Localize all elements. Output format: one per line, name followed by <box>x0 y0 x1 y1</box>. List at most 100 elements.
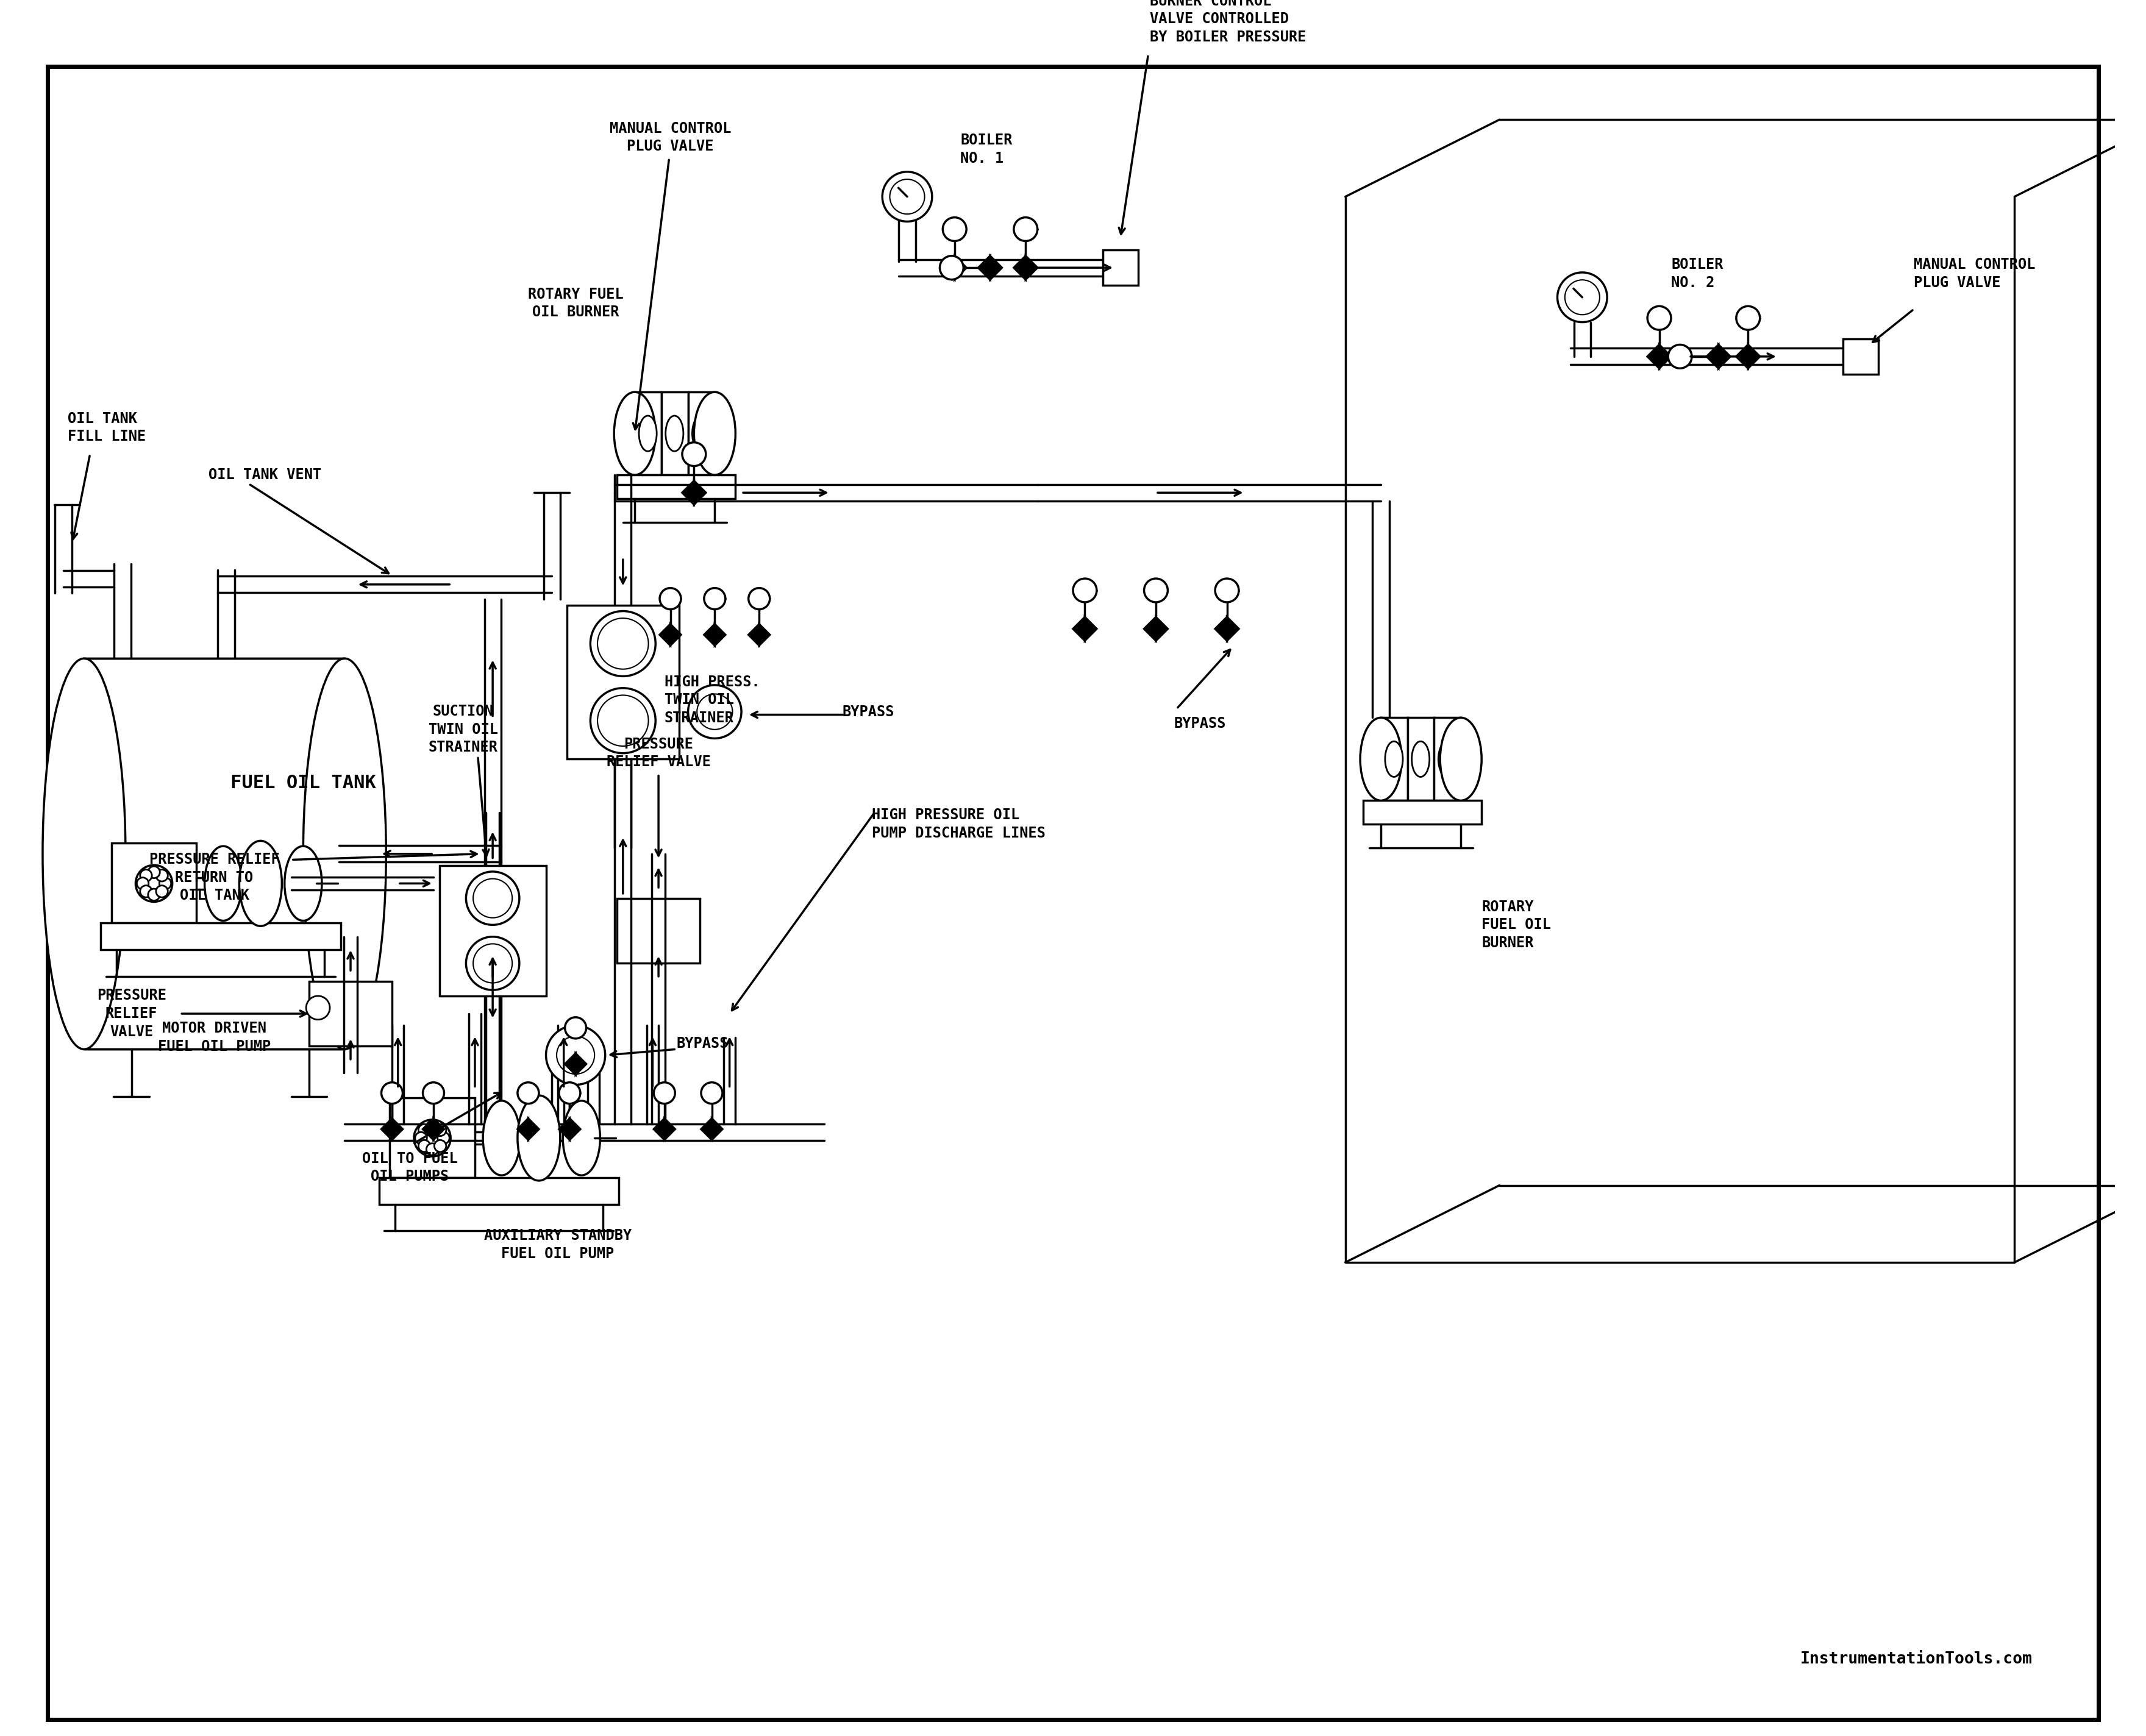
Circle shape <box>307 996 330 1019</box>
Polygon shape <box>942 255 955 279</box>
Polygon shape <box>382 1118 393 1141</box>
Circle shape <box>1648 306 1672 330</box>
Bar <box>84 658 346 1049</box>
Ellipse shape <box>43 658 127 1049</box>
Text: PRESSURE
RELIEF
VALVE: PRESSURE RELIEF VALVE <box>97 988 165 1040</box>
Ellipse shape <box>1361 717 1401 800</box>
Polygon shape <box>1013 255 1026 279</box>
Polygon shape <box>955 255 966 279</box>
Polygon shape <box>1073 616 1086 641</box>
Circle shape <box>418 1125 429 1135</box>
Bar <box>1408 717 1434 800</box>
Circle shape <box>1564 279 1599 314</box>
Circle shape <box>702 1082 723 1104</box>
Polygon shape <box>1026 255 1037 279</box>
Polygon shape <box>1648 345 1659 368</box>
Bar <box>567 606 680 759</box>
Circle shape <box>590 611 655 677</box>
Bar <box>1434 717 1461 800</box>
Circle shape <box>655 1082 676 1104</box>
Polygon shape <box>1144 616 1157 641</box>
Bar <box>635 392 661 476</box>
Circle shape <box>433 1141 446 1153</box>
Text: BYPASS: BYPASS <box>841 705 895 719</box>
Circle shape <box>564 1017 586 1038</box>
Polygon shape <box>423 1118 433 1141</box>
Text: BOILER
NO. 2: BOILER NO. 2 <box>1672 257 1723 290</box>
Ellipse shape <box>517 1095 560 1180</box>
Circle shape <box>590 687 655 753</box>
Circle shape <box>139 870 152 882</box>
Circle shape <box>1073 578 1097 602</box>
Polygon shape <box>564 1054 575 1075</box>
Text: BYPASS: BYPASS <box>676 1036 727 1050</box>
Circle shape <box>157 870 167 882</box>
Circle shape <box>597 618 648 668</box>
Polygon shape <box>1749 345 1760 368</box>
Ellipse shape <box>562 1101 601 1175</box>
Text: BOILER
NO. 1: BOILER NO. 1 <box>961 134 1013 165</box>
Polygon shape <box>665 1118 676 1141</box>
Text: AUXILIARY STANDBY
FUEL OIL PUMP: AUXILIARY STANDBY FUEL OIL PUMP <box>485 1229 631 1260</box>
Text: HIGH PRESSURE OIL
PUMP DISCHARGE LINES: HIGH PRESSURE OIL PUMP DISCHARGE LINES <box>871 807 1045 840</box>
Polygon shape <box>1157 616 1167 641</box>
Polygon shape <box>989 255 1002 279</box>
Polygon shape <box>517 1118 528 1141</box>
Circle shape <box>558 1082 579 1104</box>
Circle shape <box>438 1132 449 1144</box>
Bar <box>1380 717 1408 800</box>
Text: MOTOR DRIVEN
FUEL OIL PUMP: MOTOR DRIVEN FUEL OIL PUMP <box>159 1021 270 1054</box>
Circle shape <box>433 1125 446 1135</box>
Ellipse shape <box>204 845 242 920</box>
Circle shape <box>418 1141 429 1153</box>
Ellipse shape <box>614 392 655 476</box>
Bar <box>1363 800 1481 825</box>
Circle shape <box>556 1036 594 1075</box>
Circle shape <box>135 865 172 901</box>
Bar <box>1103 250 1137 285</box>
Bar <box>101 924 341 950</box>
Bar <box>380 1177 618 1205</box>
Text: SUCTION
TWIN OIL
STRAINER: SUCTION TWIN OIL STRAINER <box>429 705 498 755</box>
Circle shape <box>940 255 964 279</box>
Polygon shape <box>1736 345 1749 368</box>
Circle shape <box>427 1144 438 1154</box>
Polygon shape <box>1706 345 1719 368</box>
Ellipse shape <box>285 845 322 920</box>
Text: FUEL OIL TANK: FUEL OIL TANK <box>230 774 376 792</box>
Bar <box>689 392 715 476</box>
Bar <box>618 476 736 498</box>
Polygon shape <box>704 625 715 646</box>
Text: InstrumentationTools.com: InstrumentationTools.com <box>1800 1651 2032 1667</box>
Circle shape <box>1667 345 1691 368</box>
Polygon shape <box>693 481 706 505</box>
Ellipse shape <box>689 686 740 738</box>
Polygon shape <box>393 1118 403 1141</box>
Ellipse shape <box>693 392 736 476</box>
Circle shape <box>137 877 148 889</box>
Text: MANUAL CONTROL
PLUG VALVE: MANUAL CONTROL PLUG VALVE <box>609 122 732 155</box>
Bar <box>661 392 689 476</box>
Circle shape <box>466 871 519 925</box>
Polygon shape <box>569 1118 579 1141</box>
Circle shape <box>1215 578 1238 602</box>
Text: OIL TO FUEL
OIL PUMPS: OIL TO FUEL OIL PUMPS <box>363 1151 457 1184</box>
Polygon shape <box>433 1118 444 1141</box>
Circle shape <box>659 589 680 609</box>
Bar <box>112 844 197 924</box>
Circle shape <box>148 866 161 878</box>
Polygon shape <box>760 625 770 646</box>
Text: PRESSURE RELIEF
RETURN TO
OIL TANK: PRESSURE RELIEF RETURN TO OIL TANK <box>150 852 279 903</box>
Text: OIL TANK
FILL LINE: OIL TANK FILL LINE <box>67 411 146 444</box>
Ellipse shape <box>1438 741 1457 778</box>
Circle shape <box>427 1121 438 1132</box>
Ellipse shape <box>1384 741 1403 778</box>
Ellipse shape <box>665 415 682 451</box>
Circle shape <box>423 1082 444 1104</box>
Circle shape <box>382 1082 403 1104</box>
Circle shape <box>749 589 770 609</box>
Ellipse shape <box>1440 717 1481 800</box>
Circle shape <box>1013 217 1037 241</box>
Circle shape <box>597 694 648 746</box>
Polygon shape <box>749 625 760 646</box>
